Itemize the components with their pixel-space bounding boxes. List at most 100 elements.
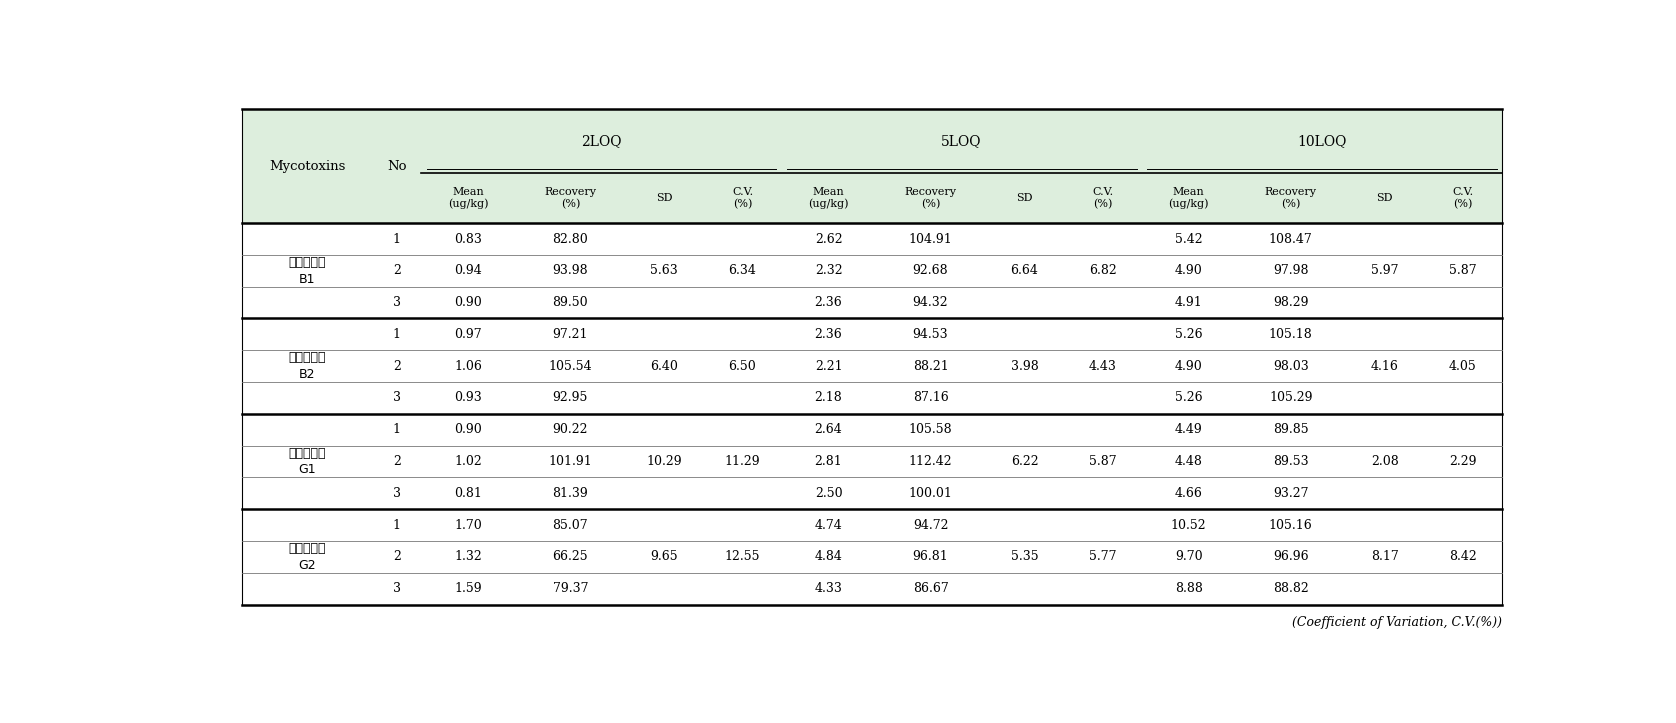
Text: 아플라톡신: 아플라톡신 — [288, 542, 325, 555]
Text: 81.39: 81.39 — [553, 487, 588, 500]
Text: 5.87: 5.87 — [1450, 265, 1477, 278]
Text: 4.90: 4.90 — [1175, 359, 1203, 372]
Text: 93.98: 93.98 — [553, 265, 588, 278]
Text: 6.82: 6.82 — [1089, 265, 1116, 278]
Text: 아플라톡신: 아플라톡신 — [288, 351, 325, 364]
Text: 5.63: 5.63 — [650, 265, 679, 278]
Text: 86.67: 86.67 — [913, 582, 949, 595]
Text: 10LOQ: 10LOQ — [1297, 134, 1346, 148]
Text: 8.42: 8.42 — [1450, 550, 1477, 563]
Text: Mean
(ug/kg): Mean (ug/kg) — [808, 187, 848, 209]
Text: 2: 2 — [392, 455, 401, 468]
Text: 105.18: 105.18 — [1269, 328, 1312, 341]
Text: 2: 2 — [392, 359, 401, 372]
Text: 10.52: 10.52 — [1172, 518, 1207, 531]
Text: 아플라톡신: 아플라톡신 — [288, 256, 325, 269]
Text: 79.37: 79.37 — [553, 582, 588, 595]
Text: 2.36: 2.36 — [815, 296, 843, 309]
Text: 8.17: 8.17 — [1371, 550, 1398, 563]
Text: 12.55: 12.55 — [724, 550, 761, 563]
Text: 96.96: 96.96 — [1272, 550, 1309, 563]
Text: 89.53: 89.53 — [1272, 455, 1309, 468]
Text: 6.50: 6.50 — [729, 359, 756, 372]
Text: 3: 3 — [392, 582, 401, 595]
Text: 10.29: 10.29 — [647, 455, 682, 468]
Text: 4.33: 4.33 — [815, 582, 843, 595]
Text: 66.25: 66.25 — [553, 550, 588, 563]
Text: 100.01: 100.01 — [908, 487, 952, 500]
Text: 0.90: 0.90 — [454, 423, 483, 436]
Text: 82.80: 82.80 — [553, 233, 588, 246]
Text: 3: 3 — [392, 296, 401, 309]
Text: 1: 1 — [392, 423, 401, 436]
Text: C.V.
(%): C.V. (%) — [1453, 187, 1473, 209]
Text: 1: 1 — [392, 328, 401, 341]
Text: 6.64: 6.64 — [1011, 265, 1039, 278]
Text: 6.40: 6.40 — [650, 359, 679, 372]
Text: SD: SD — [1016, 193, 1032, 203]
Text: 1.59: 1.59 — [454, 582, 483, 595]
Text: 5.35: 5.35 — [1011, 550, 1039, 563]
Text: 92.95: 92.95 — [553, 391, 588, 404]
Text: Recovery
(%): Recovery (%) — [1265, 187, 1317, 209]
Text: 5.97: 5.97 — [1371, 265, 1398, 278]
Bar — [241, 109, 1502, 223]
Text: 0.93: 0.93 — [454, 391, 483, 404]
Text: C.V.
(%): C.V. (%) — [1093, 187, 1113, 209]
Text: 2.08: 2.08 — [1371, 455, 1398, 468]
Text: 98.29: 98.29 — [1274, 296, 1309, 309]
Text: 105.16: 105.16 — [1269, 518, 1312, 531]
Text: 104.91: 104.91 — [908, 233, 952, 246]
Text: 4.91: 4.91 — [1175, 296, 1203, 309]
Text: 4.90: 4.90 — [1175, 265, 1203, 278]
Text: 0.90: 0.90 — [454, 296, 483, 309]
Text: B2: B2 — [298, 368, 315, 381]
Text: (Coefficient of Variation, C.V.(%)): (Coefficient of Variation, C.V.(%)) — [1292, 616, 1502, 628]
Text: 2LOQ: 2LOQ — [582, 134, 622, 148]
Text: 6.22: 6.22 — [1011, 455, 1039, 468]
Text: 3: 3 — [392, 391, 401, 404]
Text: 1.32: 1.32 — [454, 550, 483, 563]
Text: 97.21: 97.21 — [553, 328, 588, 341]
Text: 8.88: 8.88 — [1175, 582, 1203, 595]
Text: 87.16: 87.16 — [913, 391, 949, 404]
Text: 0.81: 0.81 — [454, 487, 483, 500]
Text: 88.82: 88.82 — [1272, 582, 1309, 595]
Text: 4.84: 4.84 — [815, 550, 843, 563]
Text: 88.21: 88.21 — [913, 359, 949, 372]
Text: 2.21: 2.21 — [815, 359, 843, 372]
Text: 2: 2 — [392, 265, 401, 278]
Text: SD: SD — [1376, 193, 1393, 203]
Text: 5.26: 5.26 — [1175, 328, 1203, 341]
Text: 94.72: 94.72 — [913, 518, 949, 531]
Text: Recovery
(%): Recovery (%) — [905, 187, 957, 209]
Text: B1: B1 — [298, 273, 315, 286]
Text: 89.85: 89.85 — [1272, 423, 1309, 436]
Text: 89.50: 89.50 — [553, 296, 588, 309]
Text: 9.65: 9.65 — [650, 550, 679, 563]
Text: 2.18: 2.18 — [815, 391, 843, 404]
Text: 5.42: 5.42 — [1175, 233, 1203, 246]
Text: 3: 3 — [392, 487, 401, 500]
Text: G2: G2 — [298, 559, 315, 572]
Text: 1.70: 1.70 — [454, 518, 483, 531]
Text: Mycotoxins: Mycotoxins — [268, 160, 345, 173]
Text: 11.29: 11.29 — [724, 455, 761, 468]
Text: 2.62: 2.62 — [815, 233, 843, 246]
Text: 6.34: 6.34 — [729, 265, 756, 278]
Text: 0.94: 0.94 — [454, 265, 483, 278]
Text: 94.53: 94.53 — [913, 328, 949, 341]
Text: 1.06: 1.06 — [454, 359, 483, 372]
Text: 105.58: 105.58 — [908, 423, 952, 436]
Text: 4.49: 4.49 — [1175, 423, 1203, 436]
Text: 3.98: 3.98 — [1011, 359, 1039, 372]
Text: Mean
(ug/kg): Mean (ug/kg) — [447, 187, 489, 209]
Text: 아플라톡신: 아플라톡신 — [288, 447, 325, 460]
Text: 2.50: 2.50 — [815, 487, 843, 500]
Text: 1.02: 1.02 — [454, 455, 483, 468]
Text: 90.22: 90.22 — [553, 423, 588, 436]
Text: 97.98: 97.98 — [1274, 265, 1309, 278]
Text: 92.68: 92.68 — [913, 265, 949, 278]
Text: 4.66: 4.66 — [1175, 487, 1203, 500]
Text: 98.03: 98.03 — [1272, 359, 1309, 372]
